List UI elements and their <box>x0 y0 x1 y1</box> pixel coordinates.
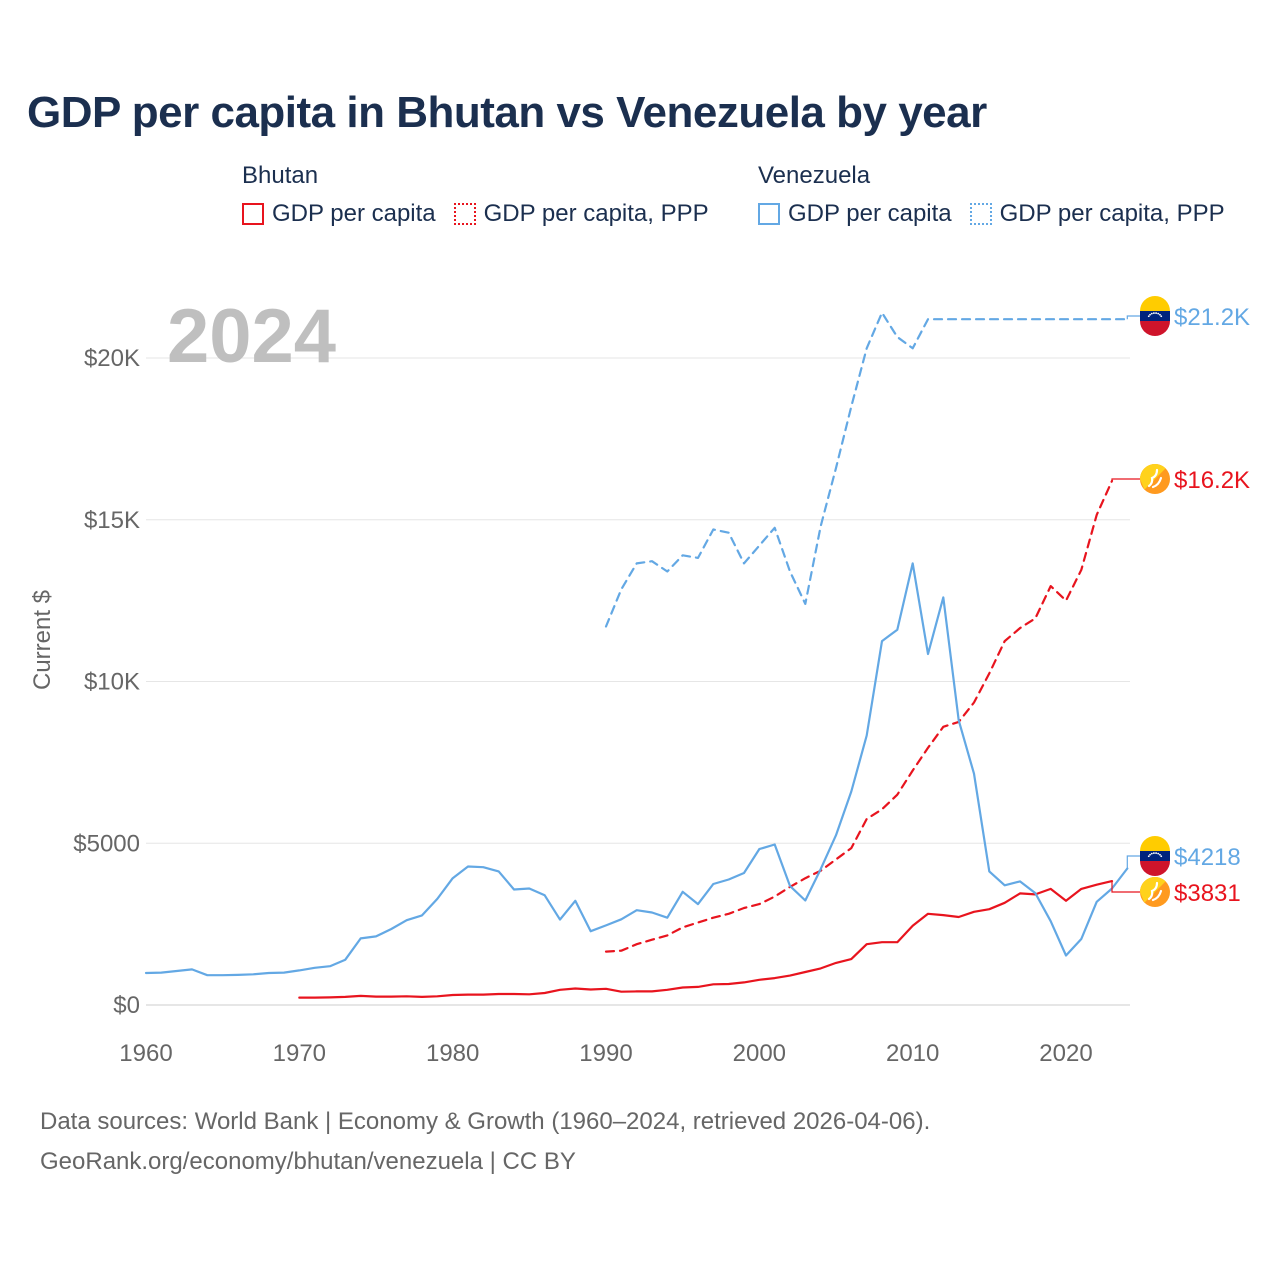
flag-star <box>1155 312 1157 314</box>
x-tick-label: 2010 <box>886 1040 939 1067</box>
y-tick-label: $20K <box>84 345 140 372</box>
footer-url[interactable]: GeoRank.org/economy/bhutan/venezuela | C… <box>40 1148 576 1175</box>
legend-item-venezuela-gdp[interactable]: GDP per capita <box>758 200 952 228</box>
end-label-connector <box>1126 855 1140 869</box>
flag-blue-band <box>1140 851 1170 861</box>
flag-dragon <box>1147 468 1163 489</box>
end-value-label: $16.2K <box>1174 467 1250 494</box>
flag-star <box>1153 852 1155 854</box>
legend-item-venezuela-gdp-ppp[interactable]: GDP per capita, PPP <box>969 200 1225 228</box>
footer-sources: Data sources: World Bank | Economy & Gro… <box>40 1108 931 1135</box>
x-tick-label: 1960 <box>119 1040 172 1067</box>
series-line-bhutan-gdp-per-capita-ppp <box>604 479 1114 953</box>
legend-group-venezuela: Venezuela GDP per capita GDP per capita,… <box>758 162 1243 228</box>
legend-label: GDP per capita <box>272 200 436 227</box>
bhutan-flag-icon <box>1140 464 1170 494</box>
flag-star <box>1147 855 1150 858</box>
flag-star <box>1150 312 1153 315</box>
y-tick-label: $5000 <box>73 830 140 857</box>
legend-group-name: Bhutan <box>242 162 319 189</box>
y-tick-label: $0 <box>113 992 140 1019</box>
legend-swatch-solid <box>242 203 264 225</box>
end-label-connector <box>1111 881 1140 893</box>
flag-star <box>1155 852 1157 854</box>
y-tick-label: $10K <box>84 669 140 696</box>
flag-star <box>1153 312 1155 314</box>
end-label-connector <box>1126 315 1140 320</box>
bhutan-flag-icon <box>1140 877 1170 907</box>
x-tick-label: 1980 <box>426 1040 479 1067</box>
y-axis-label: Current $ <box>29 590 56 690</box>
x-tick-label: 1990 <box>579 1040 632 1067</box>
legend-item-bhutan-gdp[interactable]: GDP per capita <box>242 200 436 228</box>
end-value-label: $4218 <box>1174 844 1241 871</box>
y-axis: $0 $5000 $10K $15K $20K <box>73 345 140 1019</box>
legend-label: GDP per capita, PPP <box>999 200 1225 227</box>
end-labels: $3831 $16.2K $4218 $21.2K <box>1111 296 1250 907</box>
x-tick-label: 2000 <box>733 1040 786 1067</box>
flag-dragon <box>1147 881 1163 902</box>
x-tick-label: 2020 <box>1039 1040 1092 1067</box>
flag-star <box>1159 853 1161 856</box>
x-axis: 1960 1970 1980 1990 2000 2010 2020 <box>119 1040 1092 1067</box>
end-value-label: $3831 <box>1174 880 1241 907</box>
flag-red-band <box>1140 321 1170 336</box>
flag-star <box>1157 852 1160 855</box>
end-label-connector <box>1111 478 1140 481</box>
flag-star <box>1150 852 1153 855</box>
chart-title: GDP per capita in Bhutan vs Venezuela by… <box>27 88 987 137</box>
flag-star <box>1147 315 1150 318</box>
legend-group-bhutan: Bhutan GDP per capita GDP per capita, PP… <box>242 162 727 228</box>
flag-yellow-band <box>1140 836 1170 851</box>
flag-star <box>1149 313 1151 316</box>
grid <box>146 357 1130 1006</box>
venezuela-flag-icon <box>1140 296 1170 336</box>
y-tick-label: $15K <box>84 507 140 534</box>
legend-swatch-dotted <box>453 203 476 225</box>
legend-label: GDP per capita <box>788 200 952 227</box>
end-value-label: $21.2K <box>1174 304 1250 331</box>
flag-star <box>1157 312 1160 315</box>
series <box>144 311 1129 999</box>
series-line-venezuela-gdp-per-capita-ppp <box>604 311 1129 628</box>
flag-blue-band <box>1140 311 1170 321</box>
flag-yellow-band <box>1140 296 1170 311</box>
legend-swatch-dotted <box>969 203 992 225</box>
legend-group-name: Venezuela <box>758 162 871 189</box>
venezuela-flag-icon <box>1140 836 1170 876</box>
legend-label: GDP per capita, PPP <box>483 200 709 227</box>
flag-red-band <box>1140 861 1170 876</box>
year-watermark: 2024 <box>167 294 336 379</box>
flag-star <box>1160 855 1163 858</box>
series-line-venezuela-gdp-per-capita <box>144 562 1129 977</box>
legend-item-bhutan-gdp-ppp[interactable]: GDP per capita, PPP <box>453 200 709 228</box>
legend-swatch-solid <box>758 203 780 225</box>
flag-star <box>1149 853 1151 856</box>
x-tick-label: 1970 <box>273 1040 326 1067</box>
flag-star <box>1160 315 1163 318</box>
series-line-bhutan-gdp-per-capita <box>298 879 1114 999</box>
flag-star <box>1159 313 1161 316</box>
